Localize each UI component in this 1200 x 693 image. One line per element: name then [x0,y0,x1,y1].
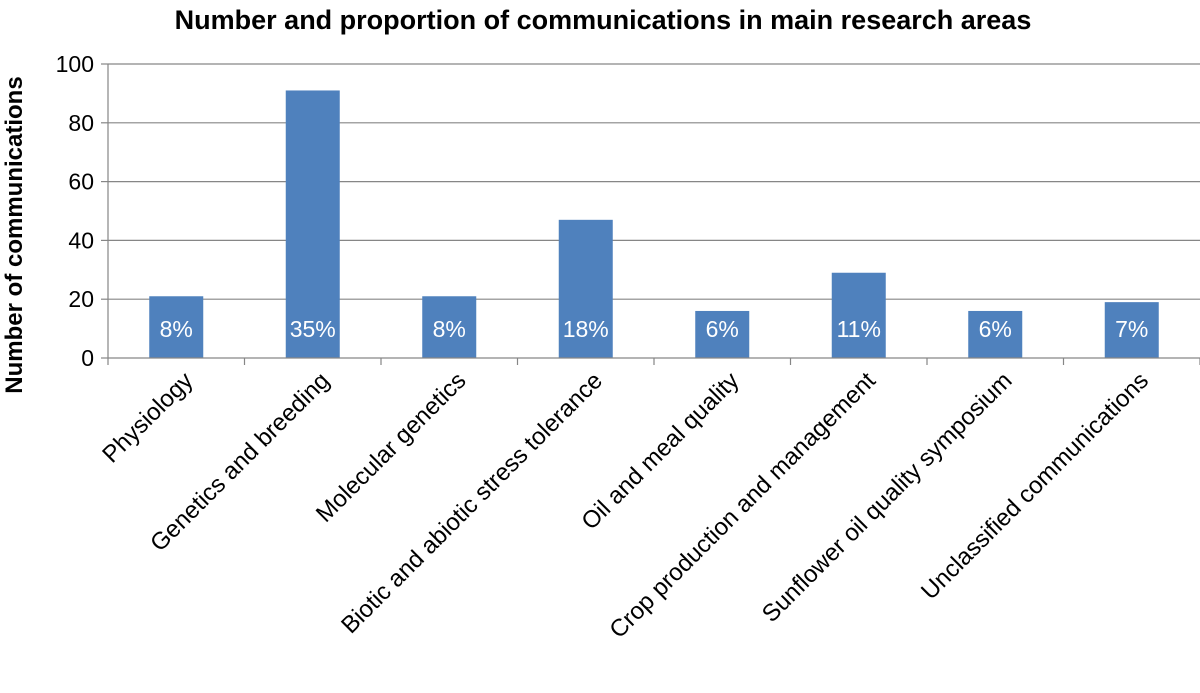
data-label: 8% [433,316,466,342]
y-tick-label: 40 [68,227,94,253]
data-label: 6% [706,316,739,342]
gridlines [108,63,1200,300]
data-label: 7% [1115,316,1148,342]
category-label: Sunflower oil quality symposium [757,367,1018,628]
bar [285,90,340,359]
y-tick-label: 100 [56,51,94,77]
category-label: Biotic and abiotic stress tolerance [336,367,608,639]
bar [149,296,204,358]
data-label: 18% [563,316,609,342]
bar [968,310,1023,358]
bar [695,310,750,358]
bar [422,296,477,358]
category-label: Molecular genetics [311,367,472,528]
data-label: 6% [979,316,1012,342]
y-tick-label: 60 [68,169,94,195]
category-label: Unclassified communications [916,367,1154,605]
data-label: 8% [160,316,193,342]
data-label: 35% [290,316,336,342]
bar [558,219,613,358]
data-label: 11% [837,316,881,342]
bar [831,272,886,358]
category-label: Crop production and management [604,367,881,644]
y-tick-label: 0 [81,345,94,371]
bars [149,90,1159,359]
chart-title: Number and proportion of communications … [175,5,1032,35]
y-tick-label: 20 [68,286,94,312]
y-axis-label: Number of communications [1,76,28,393]
y-tick-label: 80 [68,110,94,136]
bar [1104,302,1159,358]
axes [101,63,1200,365]
category-label: Physiology [97,367,198,468]
